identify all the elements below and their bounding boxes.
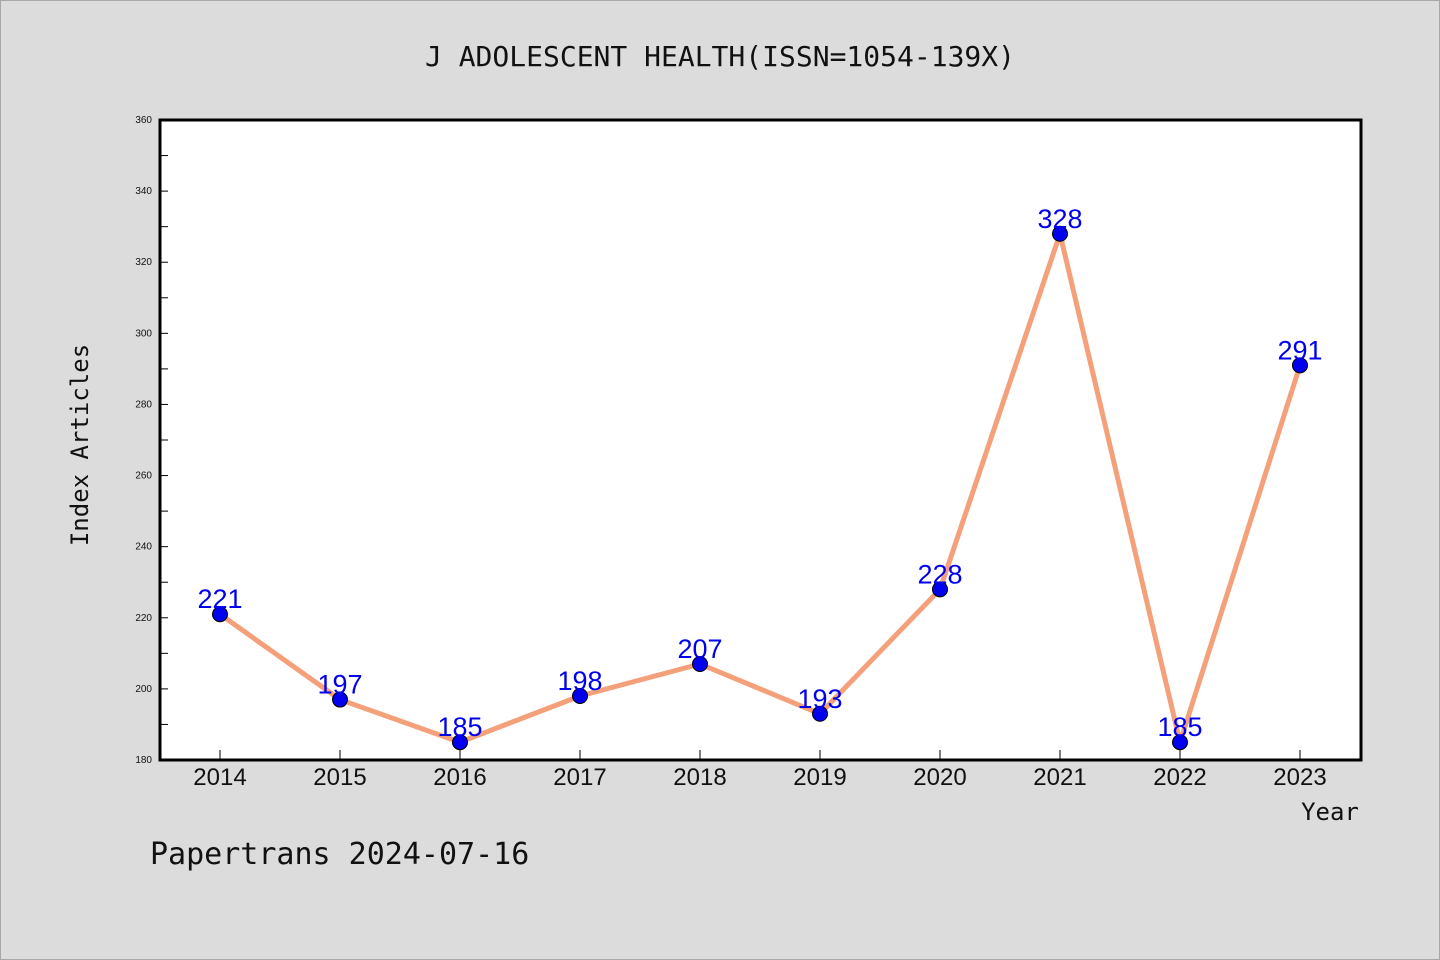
data-point bbox=[452, 734, 468, 751]
data-label: 328 bbox=[1037, 204, 1082, 234]
data-label: 197 bbox=[317, 670, 362, 700]
x-tick-label: 2022 bbox=[1153, 764, 1206, 791]
plot-area bbox=[160, 120, 1361, 760]
series-line bbox=[218, 231, 1303, 745]
x-tick-label: 2021 bbox=[1033, 764, 1086, 791]
series-markers bbox=[212, 225, 1308, 751]
x-tick-label: 2016 bbox=[433, 764, 486, 791]
y-tick-label: 220 bbox=[135, 613, 152, 624]
data-label: 228 bbox=[917, 559, 962, 589]
data-point bbox=[332, 691, 348, 708]
y-tick-label: 360 bbox=[135, 115, 152, 126]
data-labels: 221 197 185 198 207 193 228 328 185 291 bbox=[197, 204, 1322, 742]
data-point bbox=[1292, 357, 1308, 374]
x-tick-label: 2017 bbox=[553, 764, 606, 791]
y-tick-label: 240 bbox=[135, 542, 152, 553]
x-axis-title: Year bbox=[1301, 798, 1359, 826]
y-tick-label: 180 bbox=[135, 755, 152, 766]
data-point bbox=[1172, 734, 1188, 751]
data-label: 193 bbox=[797, 684, 842, 714]
y-tick-label: 300 bbox=[135, 328, 152, 339]
x-axis-ticks: 2014 2015 2016 2017 2018 2019 2020 2021 2022 2023 bbox=[193, 750, 1327, 791]
y-axis-title: Index Articles bbox=[66, 344, 94, 546]
data-point bbox=[572, 688, 588, 704]
x-tick-label: 2015 bbox=[313, 764, 366, 791]
data-point bbox=[212, 606, 228, 623]
y-tick-label: 280 bbox=[135, 399, 152, 410]
y-tick-label: 200 bbox=[135, 684, 152, 695]
data-label: 291 bbox=[1277, 335, 1322, 365]
y-tick-label: 340 bbox=[135, 186, 152, 197]
data-label: 207 bbox=[677, 634, 722, 664]
y-tick-label: 260 bbox=[135, 471, 152, 482]
data-label: 198 bbox=[557, 666, 602, 696]
chart-title: J ADOLESCENT HEALTH(ISSN=1054-139X) bbox=[425, 40, 1015, 73]
data-label: 185 bbox=[1157, 712, 1202, 742]
x-tick-label: 2019 bbox=[793, 764, 846, 791]
x-tick-label: 2023 bbox=[1273, 764, 1326, 791]
data-label: 185 bbox=[437, 712, 482, 742]
data-label: 221 bbox=[197, 584, 242, 614]
x-tick-label: 2018 bbox=[673, 764, 726, 791]
y-tick-label: 320 bbox=[135, 257, 152, 268]
y-axis-ticks: 180 200 220 240 260 280 300 320 340 360 bbox=[135, 115, 168, 766]
data-point bbox=[932, 581, 948, 598]
x-tick-label: 2014 bbox=[193, 764, 246, 791]
footer-text: Papertrans 2024-07-16 bbox=[150, 837, 529, 872]
data-point bbox=[1052, 225, 1068, 242]
plot-border bbox=[158, 118, 1363, 762]
data-point bbox=[812, 705, 828, 722]
data-point bbox=[692, 656, 708, 672]
x-tick-label: 2020 bbox=[913, 764, 966, 791]
